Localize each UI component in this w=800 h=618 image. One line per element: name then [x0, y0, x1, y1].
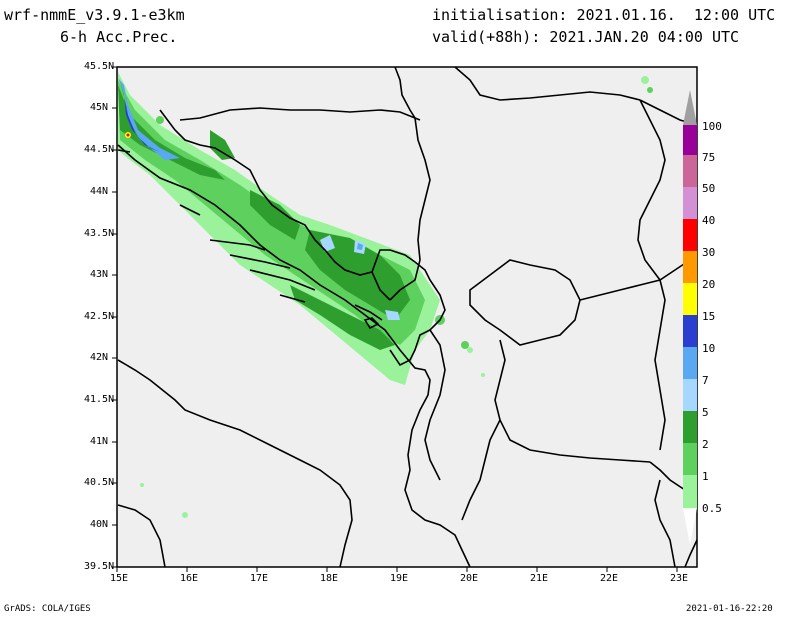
legend-label: 40: [702, 214, 716, 227]
legend-label: 7: [702, 374, 709, 387]
legend-under-triangle: [683, 508, 697, 545]
lon-label: 15E: [110, 573, 129, 584]
legend-swatch-75: [683, 125, 697, 155]
lat-ticks: [112, 66, 117, 568]
lat-label: 43.5N: [84, 228, 115, 239]
legend-colorbar: [683, 90, 697, 545]
legend-label: 50: [702, 182, 716, 195]
legend-label: 1: [702, 470, 709, 483]
lat-label: 42N: [90, 352, 109, 363]
lon-label: 19E: [390, 573, 409, 584]
legend-label: 0.5: [702, 502, 722, 515]
lat-label: 41.5N: [84, 394, 115, 405]
timestamp-text: 2021-01-16-22:20: [686, 604, 773, 614]
model-title: wrf-nmmE_v3.9.1-e3km: [4, 6, 185, 24]
legend-label: 100: [702, 120, 722, 133]
lat-label: 45N: [90, 102, 109, 113]
lat-label: 40N: [90, 519, 109, 530]
legend-label: 5: [702, 406, 709, 419]
lat-label: 44N: [90, 186, 109, 197]
legend-label: 15: [702, 310, 716, 323]
legend-label: 10: [702, 342, 716, 355]
legend-label: 30: [702, 246, 716, 259]
legend-swatch-15: [683, 283, 697, 315]
credit-text: GrADS: COLA/IGES: [4, 604, 91, 614]
legend-swatch-0-5: [683, 475, 697, 508]
legend-swatch-30: [683, 219, 697, 251]
lat-label: 39.5N: [84, 561, 115, 572]
legend-swatch-40: [683, 187, 697, 219]
legend-swatch-50: [683, 155, 697, 187]
init-time: initialisation: 2021.01.16. 12:00 UTC: [432, 6, 776, 24]
legend-label: 2: [702, 438, 709, 451]
legend-swatch-2: [683, 411, 697, 443]
lat-label: 41N: [90, 436, 109, 447]
lon-label: 20E: [460, 573, 479, 584]
valid-time: valid(+88h): 2021.JAN.20 04:00 UTC: [432, 28, 740, 46]
lat-label: 40.5N: [84, 477, 115, 488]
legend-swatch-100: [683, 90, 697, 125]
lat-label: 44.5N: [84, 144, 115, 155]
legend-swatch-1: [683, 443, 697, 475]
lon-ticks: [116, 567, 678, 572]
lon-label: 23E: [670, 573, 689, 584]
legend-swatch-20: [683, 251, 697, 283]
legend-swatch-10: [683, 315, 697, 347]
lon-label: 18E: [320, 573, 339, 584]
legend-label: 75: [702, 151, 716, 164]
lon-label: 17E: [250, 573, 269, 584]
legend-swatch-7: [683, 347, 697, 379]
lat-label: 42.5N: [84, 311, 115, 322]
lon-label: 22E: [600, 573, 619, 584]
field-title: 6-h Acc.Prec.: [60, 28, 178, 46]
lat-label: 45.5N: [84, 61, 115, 72]
lon-label: 16E: [180, 573, 199, 584]
lat-label: 43N: [90, 269, 109, 280]
legend-label: 20: [702, 278, 716, 291]
lon-label: 21E: [530, 573, 549, 584]
legend-swatch-5: [683, 379, 697, 411]
